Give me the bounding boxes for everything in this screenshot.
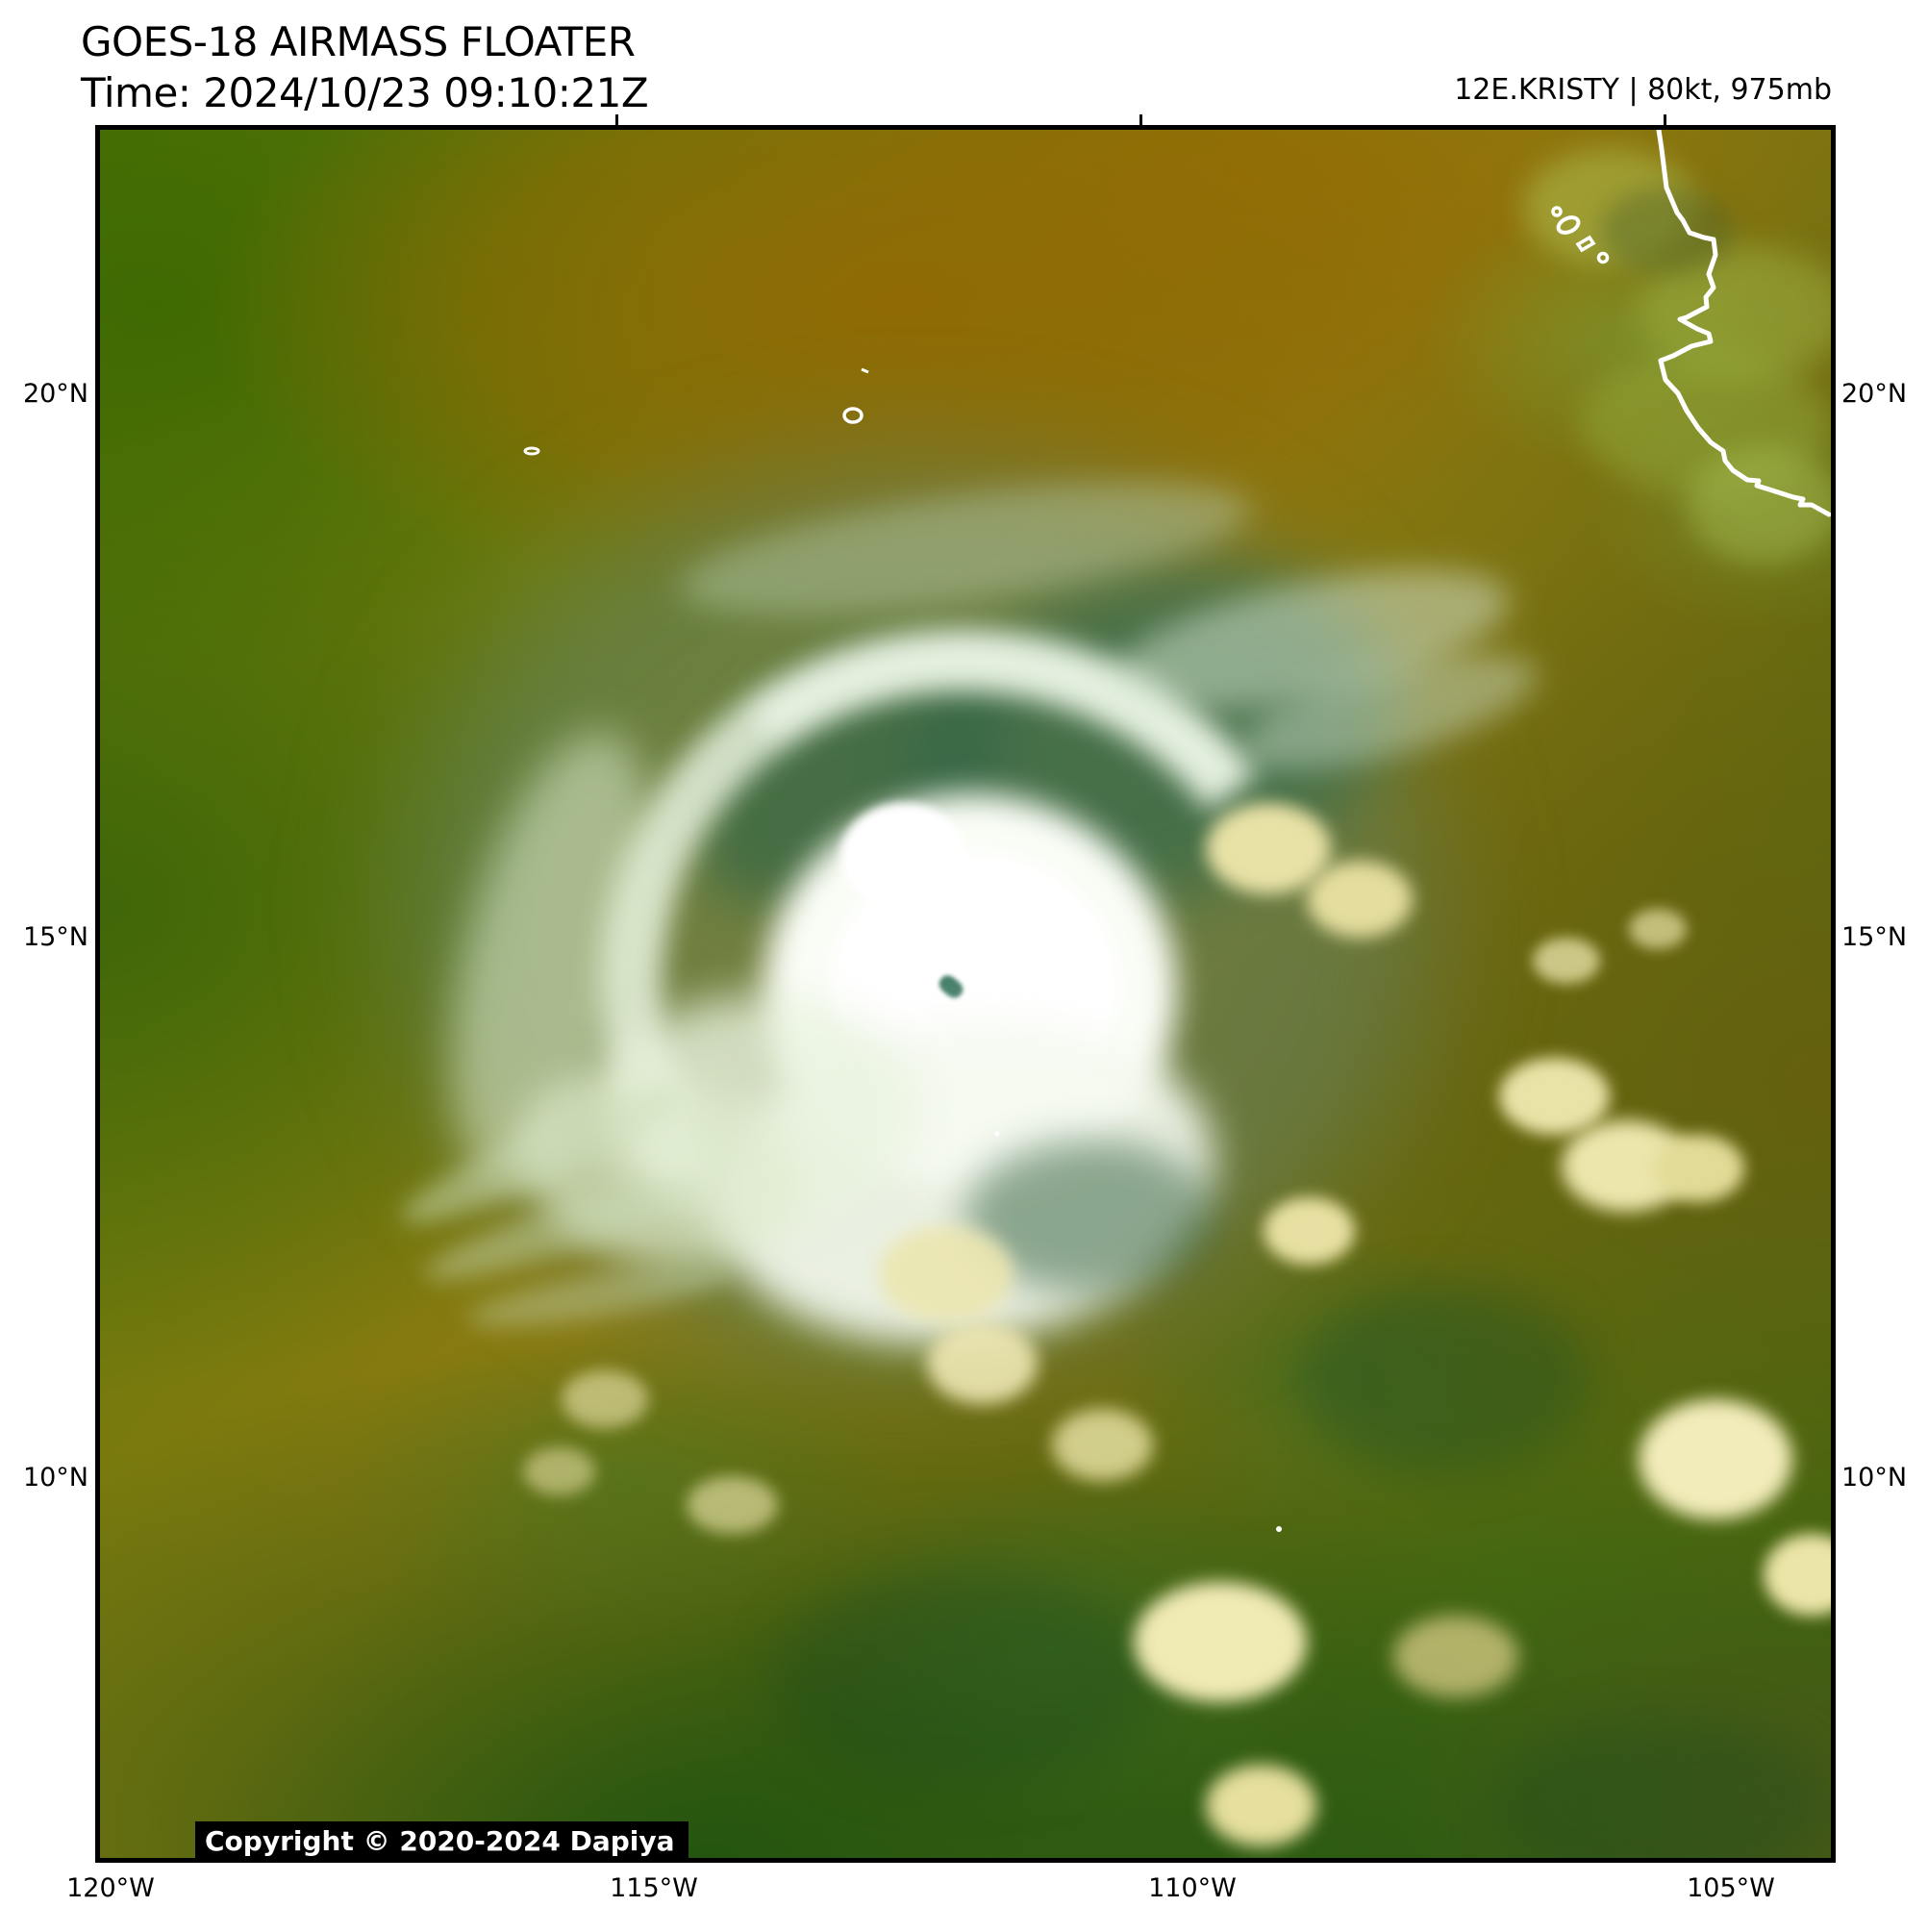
cumulus: [1393, 1616, 1518, 1697]
cumulus: [1639, 1399, 1792, 1519]
axis-tick: [1139, 114, 1142, 126]
cumulus: [1264, 1197, 1355, 1265]
lat-label-right: 20°N: [1841, 379, 1908, 409]
cumulus: [1653, 1135, 1744, 1202]
map-frame: [95, 125, 1836, 1863]
lat-label-left: 20°N: [22, 379, 88, 409]
lon-label: 120°W: [66, 1873, 155, 1903]
cumulus: [562, 1370, 648, 1428]
lon-label: 110°W: [1148, 1873, 1237, 1903]
cumulus: [1052, 1409, 1153, 1481]
dark-cell4: [1494, 1717, 1831, 1858]
cumulus: [1206, 803, 1331, 894]
timestamp: Time: 2024/10/23 09:10:21Z: [81, 68, 649, 116]
dark-cell2: [1302, 1284, 1590, 1476]
storm-info-label: 12E.KRISTY | 80kt, 975mb: [1454, 73, 1832, 107]
lat-label-right: 10°N: [1841, 1463, 1908, 1493]
lat-label-right: 15°N: [1841, 922, 1908, 952]
cumulus: [879, 1226, 1014, 1322]
axis-tick: [1664, 114, 1666, 126]
lat-label-left: 15°N: [22, 922, 88, 952]
cumulus: [687, 1476, 778, 1534]
lon-label: 115°W: [610, 1873, 698, 1903]
cumulus: [1134, 1582, 1307, 1702]
page-title: GOES-18 AIRMASS FLOATER: [81, 18, 636, 65]
land-shadow: [1600, 188, 1735, 274]
cumulus: [1499, 1058, 1610, 1135]
cumulus: [1629, 909, 1687, 949]
cumulus: [1206, 1765, 1316, 1846]
dark-cell3: [773, 1572, 1158, 1784]
lon-label: 105°W: [1687, 1873, 1775, 1903]
land-cloud: [1687, 447, 1831, 563]
satellite-scene: [100, 130, 1831, 1858]
cumulus: [927, 1322, 1038, 1404]
cumulus: [523, 1447, 595, 1495]
header: GOES-18 AIRMASS FLOATER Time: 2024/10/23…: [81, 17, 649, 119]
cumulus: [1307, 861, 1413, 938]
axis-tick: [615, 114, 618, 126]
lat-label-left: 10°N: [22, 1463, 88, 1493]
cumulus: [1533, 938, 1600, 984]
bright-overshoot: [840, 803, 965, 909]
